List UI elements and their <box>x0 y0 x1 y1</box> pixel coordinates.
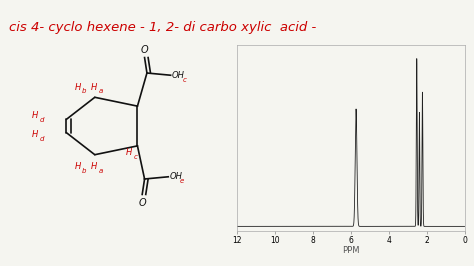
Text: H: H <box>91 82 98 92</box>
Text: H: H <box>91 162 98 171</box>
Text: a: a <box>99 168 103 174</box>
Text: cis 4- cyclo hexene - 1, 2- di carbo xylic  acid -: cis 4- cyclo hexene - 1, 2- di carbo xyl… <box>9 21 317 34</box>
Text: d: d <box>39 136 44 142</box>
Text: H: H <box>75 82 81 92</box>
Text: c: c <box>133 154 137 160</box>
Text: d: d <box>39 117 44 123</box>
Text: OH: OH <box>172 71 185 80</box>
Text: H: H <box>32 130 38 139</box>
X-axis label: PPM: PPM <box>342 246 359 255</box>
Text: b: b <box>82 88 87 94</box>
Text: OH: OH <box>170 172 182 181</box>
Text: H: H <box>126 148 132 157</box>
Text: H: H <box>32 111 38 120</box>
Text: O: O <box>141 45 148 55</box>
Text: c: c <box>182 77 186 83</box>
Text: e: e <box>180 178 184 184</box>
Text: O: O <box>138 198 146 208</box>
Text: H: H <box>75 162 81 171</box>
Text: b: b <box>82 168 87 174</box>
Text: a: a <box>99 88 103 94</box>
